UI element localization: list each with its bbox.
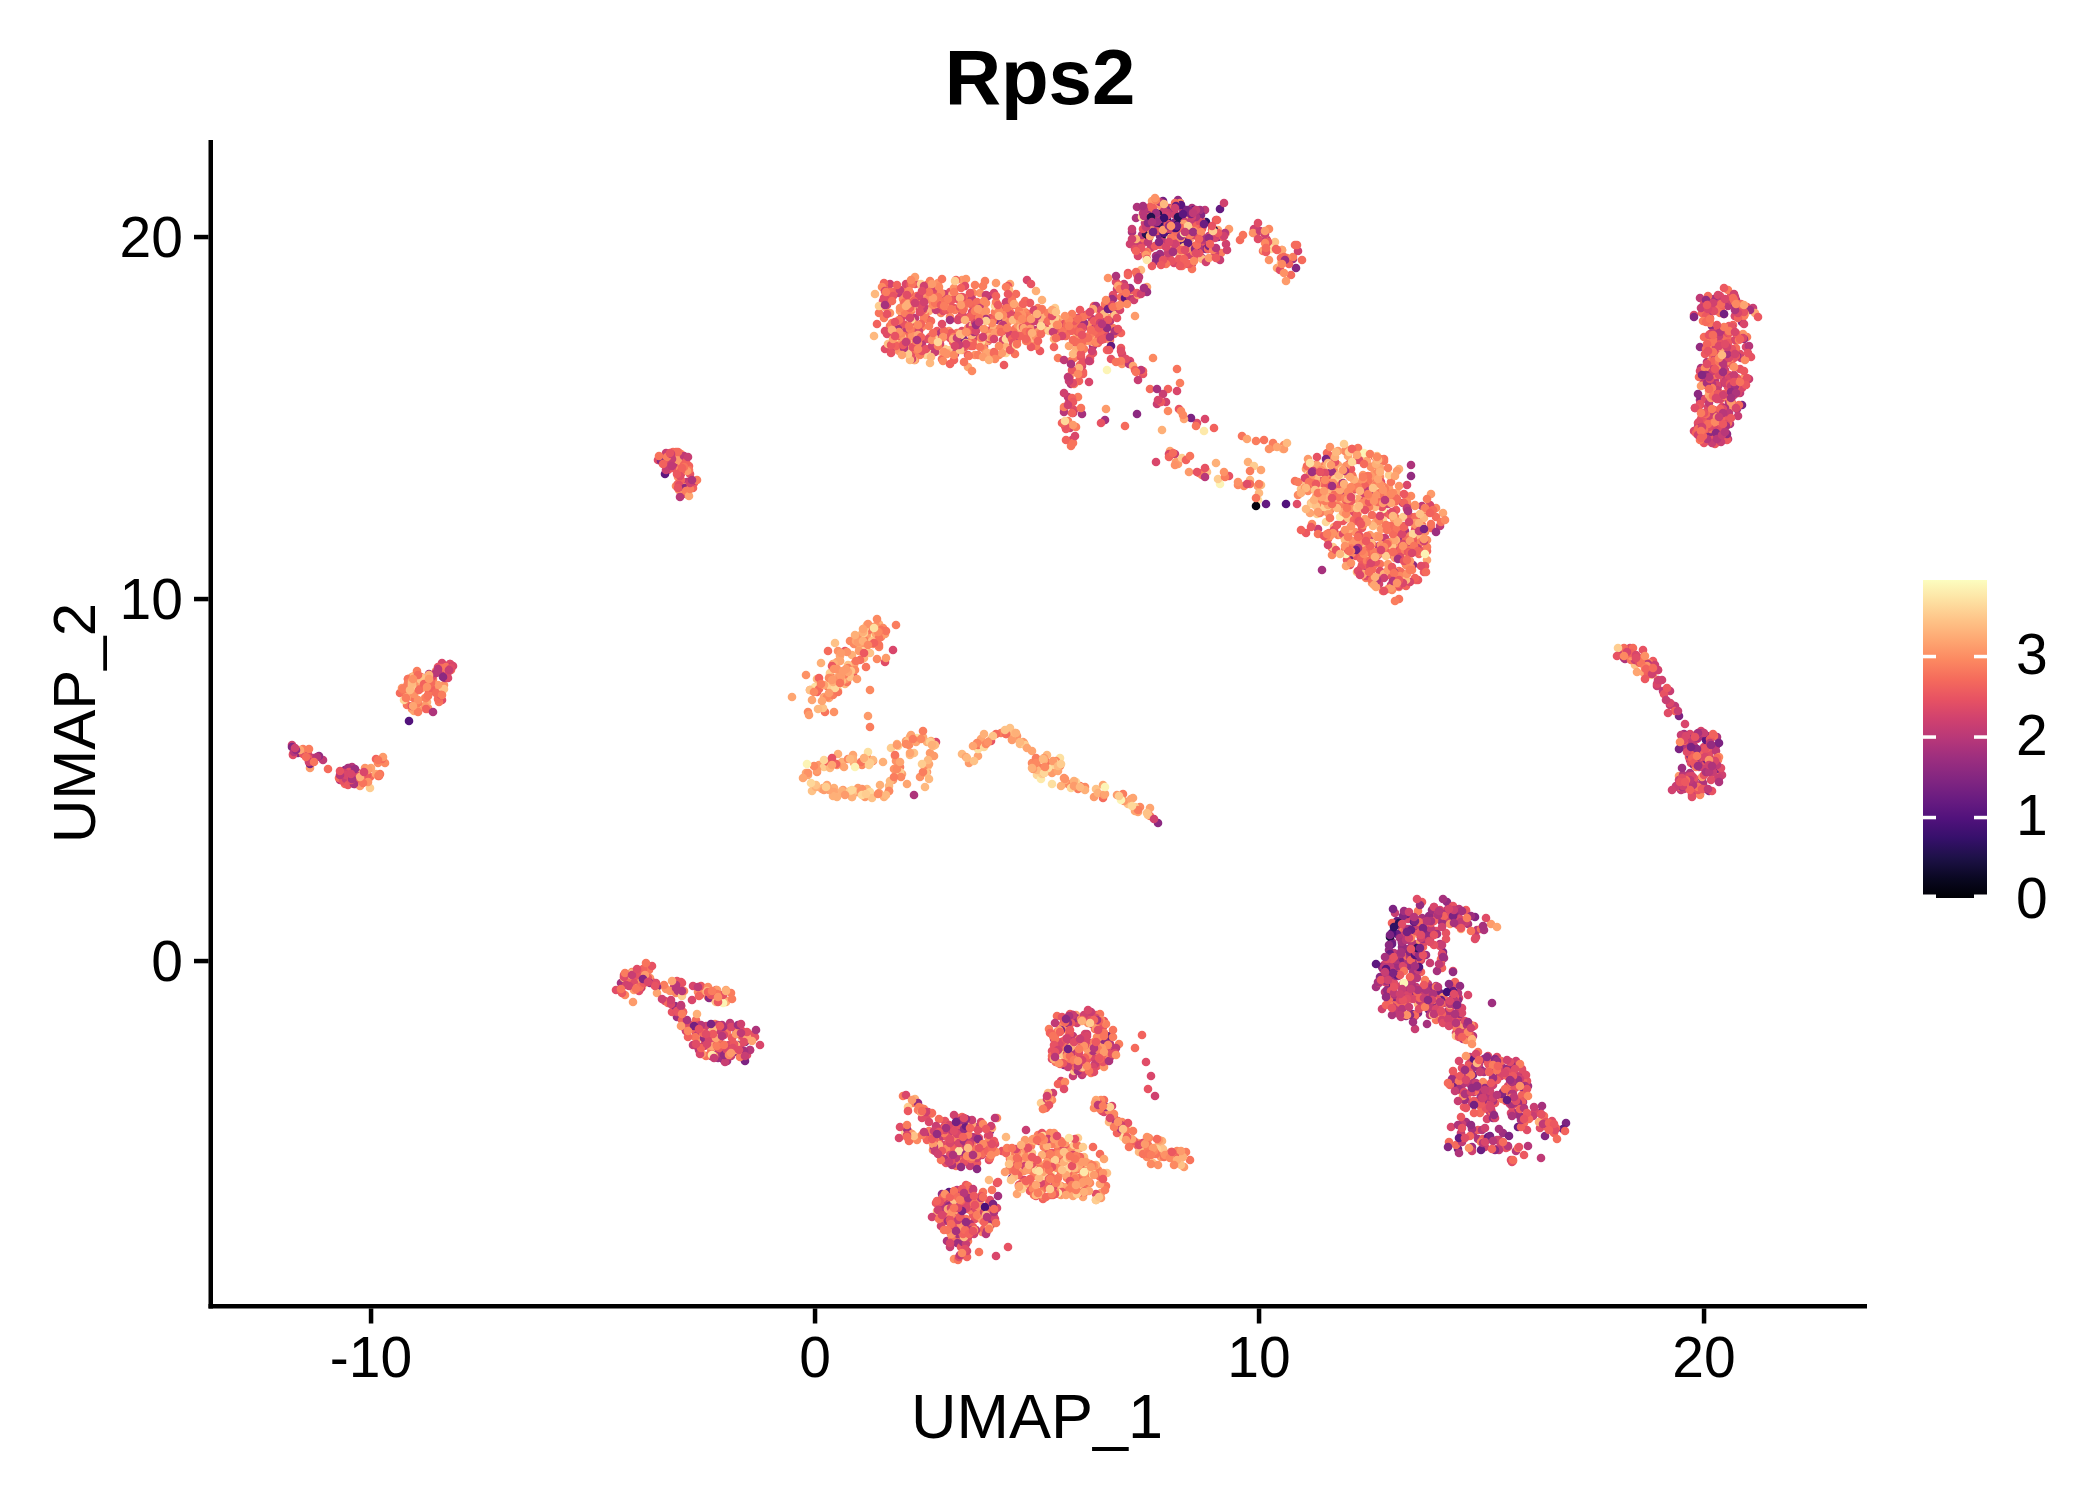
svg-text:0: 0 (799, 1325, 831, 1389)
svg-text:UMAP_1: UMAP_1 (911, 1381, 1163, 1451)
svg-text:10: 10 (1227, 1325, 1290, 1389)
svg-text:3: 3 (2016, 622, 2048, 686)
svg-text:1: 1 (2016, 783, 2048, 847)
svg-text:0: 0 (151, 929, 183, 993)
svg-text:2: 2 (2016, 703, 2048, 767)
svg-text:0: 0 (2016, 866, 2048, 930)
svg-text:10: 10 (120, 567, 183, 631)
svg-text:Rps2: Rps2 (945, 33, 1136, 121)
svg-text:-10: -10 (330, 1325, 412, 1389)
svg-text:20: 20 (1672, 1325, 1735, 1389)
svg-text:UMAP_2: UMAP_2 (41, 603, 108, 843)
svg-text:20: 20 (120, 205, 183, 269)
